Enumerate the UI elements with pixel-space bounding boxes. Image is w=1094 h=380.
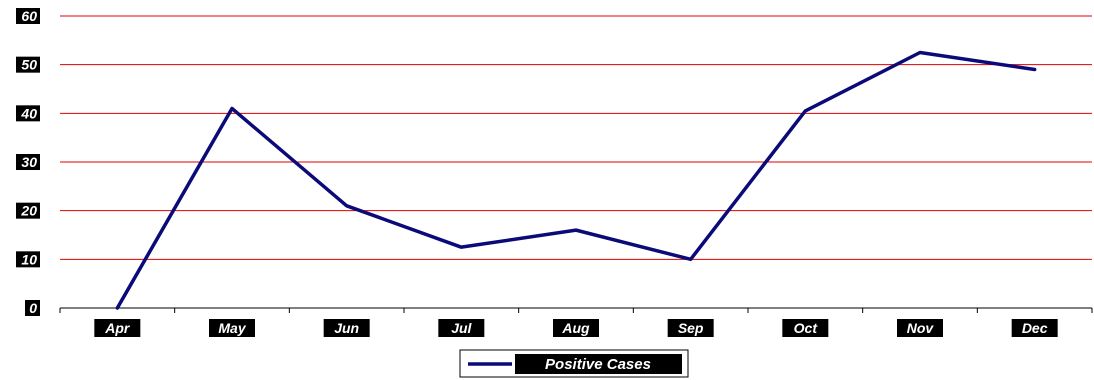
y-tick-bg-60 xyxy=(16,8,40,24)
legend-label-bg xyxy=(515,354,682,374)
x-tick-label: Dec xyxy=(1022,320,1048,336)
x-tick-bg-dec xyxy=(1011,319,1058,337)
y-tick-bg-10 xyxy=(16,251,40,268)
series-line-0 xyxy=(115,50,1037,310)
x-tick-label: Jun xyxy=(334,320,359,336)
y-tick-bg-20 xyxy=(16,202,40,219)
x-tick-bg-apr xyxy=(94,319,141,337)
x-tick-bg-may xyxy=(209,319,255,337)
gridlines xyxy=(60,15,1092,260)
y-tick-bg-30 xyxy=(16,154,40,170)
x-tick-bg-nov xyxy=(897,319,943,337)
y-tick-label: 50 xyxy=(21,57,37,73)
x-tick-label: Apr xyxy=(104,320,131,336)
series-group xyxy=(115,50,1037,310)
x-tick-bg-jun xyxy=(323,319,370,337)
y-tick-bg-0 xyxy=(25,300,40,316)
y-tick-label: 20 xyxy=(20,203,37,219)
x-tick-bg-sep xyxy=(667,319,714,337)
x-tick-label: Sep xyxy=(678,320,704,336)
x-axis-ticks: Apr May Jun Jul Aug Sep Oct Nov Dec xyxy=(59,308,1093,337)
x-tick-label: Oct xyxy=(794,320,819,336)
y-tick-bg-40 xyxy=(16,105,40,122)
y-tick-label: 60 xyxy=(21,8,37,24)
y-tick-label: 40 xyxy=(20,105,37,121)
y-tick-bg-50 xyxy=(16,56,40,73)
x-tick-bg-oct xyxy=(782,319,829,337)
legend: Positive Cases xyxy=(459,349,689,378)
x-tick-bg-jul xyxy=(438,319,485,337)
x-tick-bg-aug xyxy=(553,319,599,337)
x-tick-label: Jul xyxy=(451,320,472,336)
x-tick-label: May xyxy=(218,320,246,336)
y-tick-label: 0 xyxy=(29,300,37,316)
y-tick-label: 30 xyxy=(21,154,37,170)
legend-label: Positive Cases xyxy=(545,356,651,373)
x-tick-label: Aug xyxy=(561,320,590,336)
x-tick-label: Nov xyxy=(907,320,935,336)
y-tick-label: 10 xyxy=(21,251,37,267)
y-axis-ticks: 0 10 20 30 40 50 60 xyxy=(16,8,40,316)
